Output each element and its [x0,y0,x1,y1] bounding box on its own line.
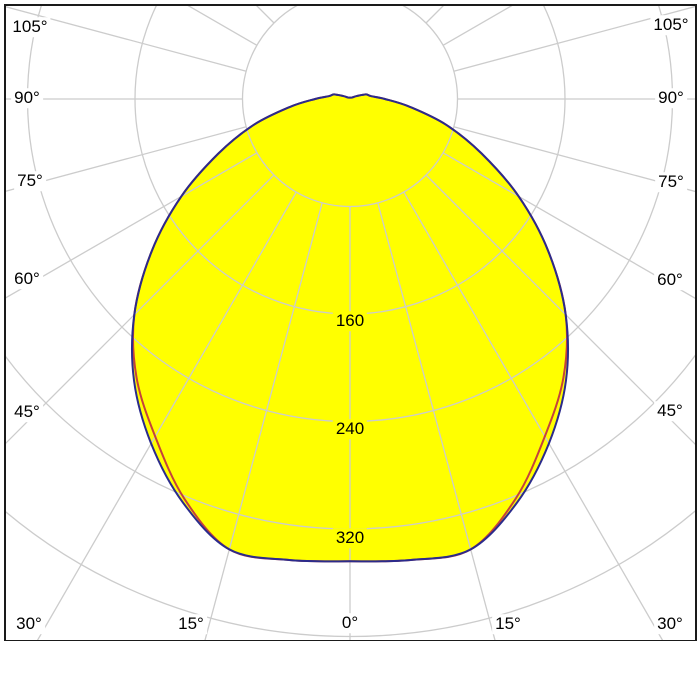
grid-spoke [5,152,258,299]
angle-tick-label: 15° [175,614,207,634]
angle-tick-label: 105° [650,15,692,35]
angle-tick-label: 60° [11,269,43,289]
grid-spoke [5,5,247,72]
angle-tick-label: 30° [13,614,45,634]
angle-tick-label: 75° [14,171,46,191]
cd-ring-label: 320 [332,528,368,548]
angle-tick-label: 90° [11,88,43,108]
grid-spoke [403,191,664,641]
grid-spoke [204,202,323,641]
legend: cd C0 - C180 C90 - C270 [0,641,700,700]
angle-tick-label: 15° [492,614,524,634]
grid-spoke [377,202,496,641]
angle-tick-label: 60° [654,270,686,290]
grid-spoke [425,174,696,446]
angle-tick-label: 45° [11,402,43,422]
grid-spoke [36,191,297,641]
angle-tick-label: 90° [655,88,687,108]
grid-spoke [5,174,275,445]
angle-tick-label: 45° [654,401,686,421]
angle-tick-label: 30° [654,614,686,634]
angle-tick-label: 75° [655,172,687,192]
angle-tick-label: 0° [338,613,362,633]
grid-spoke [453,126,696,193]
angle-tick-label: 105° [9,17,51,37]
grid-spoke [442,152,696,300]
grid-spoke [5,126,247,193]
curve-c90-c270 [131,93,569,563]
cd-ring-label: 160 [332,311,368,331]
grid-spoke [453,5,696,72]
cd-ring-label: 240 [332,419,368,439]
